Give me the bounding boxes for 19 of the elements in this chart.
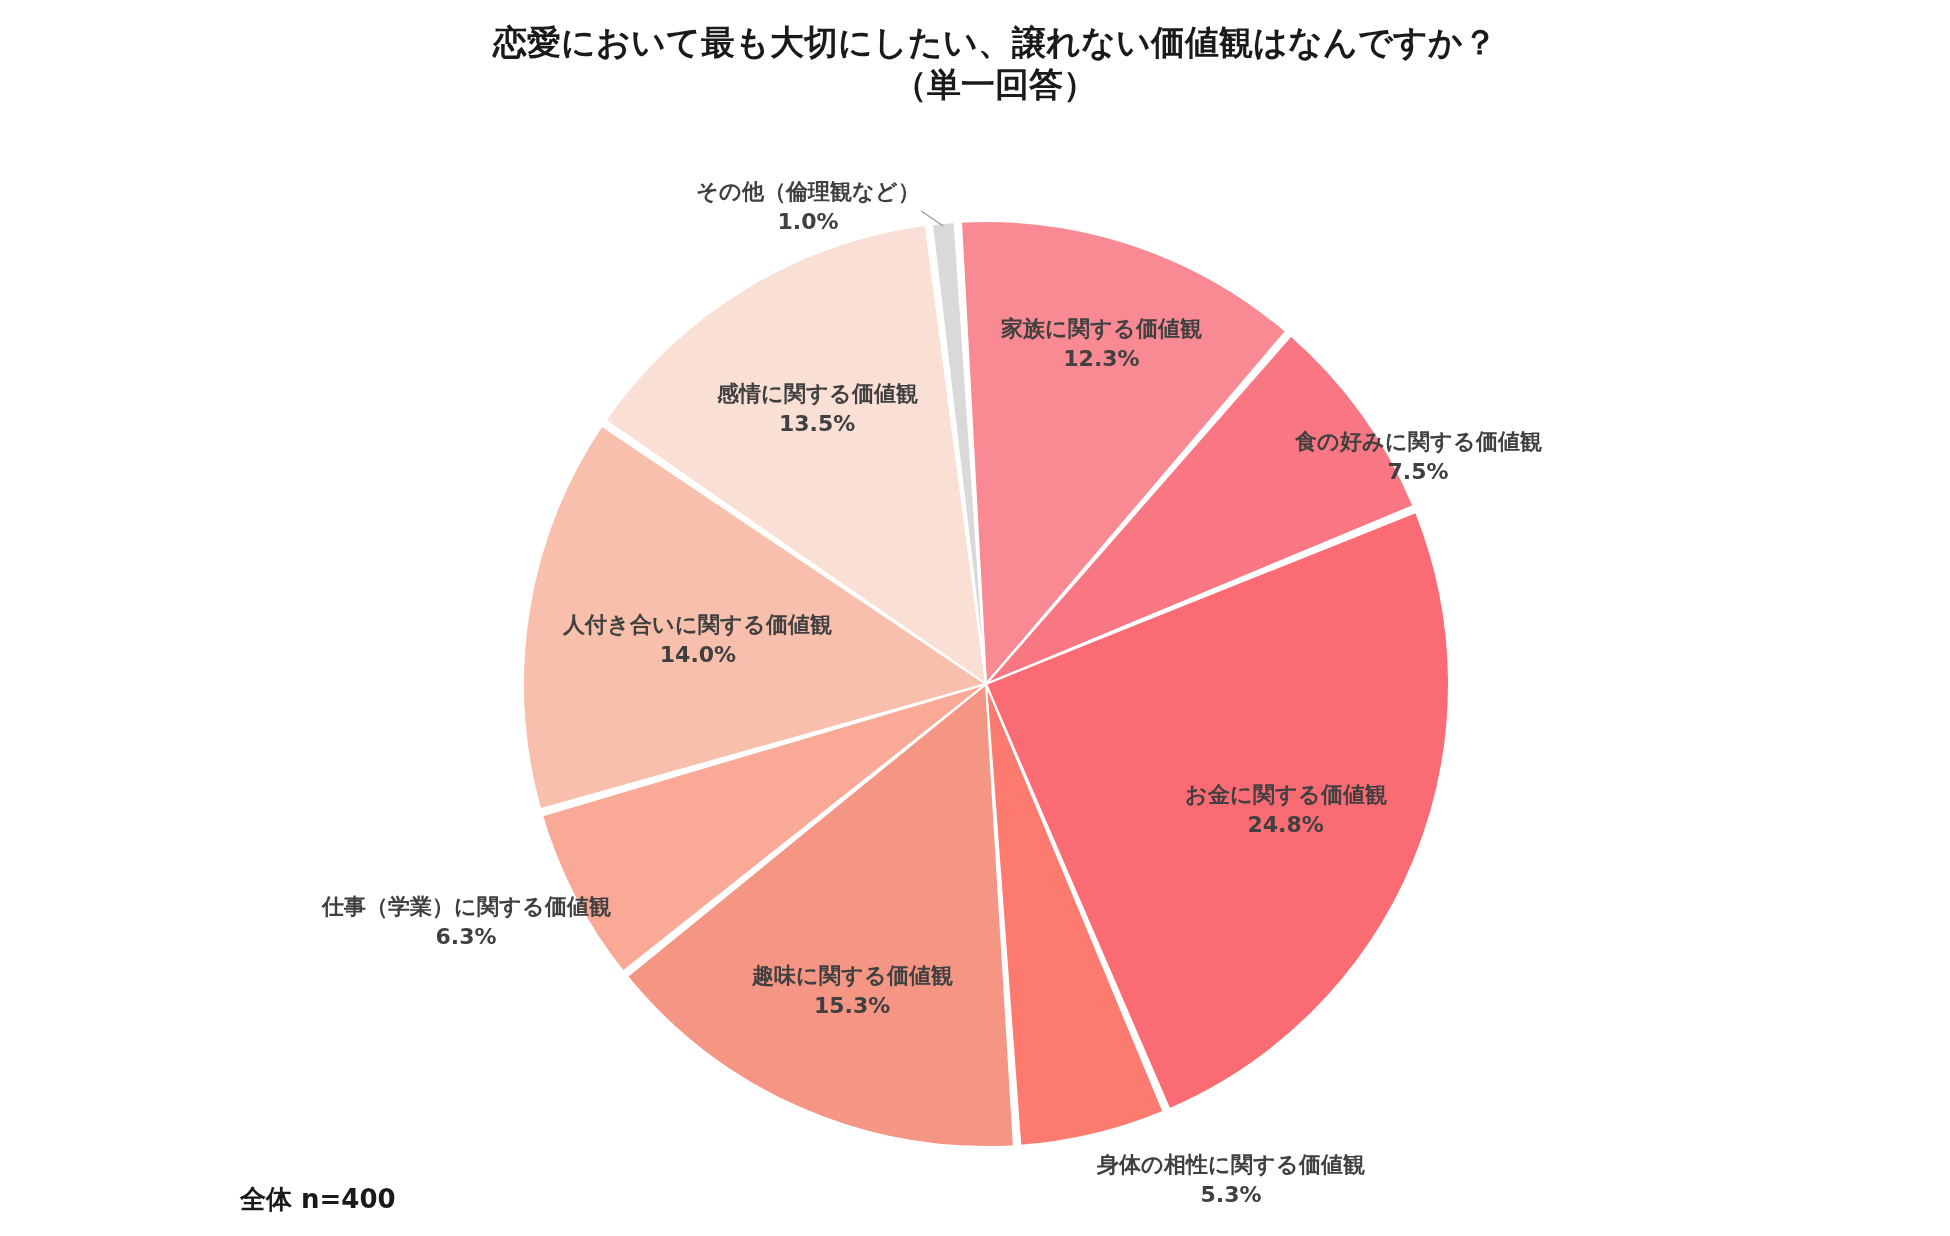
- slice-label: 人付き合いに関する価値観: [562, 611, 833, 637]
- chart-title: 恋愛において最も大切にしたい、譲れない価値観はなんですか？: [492, 22, 1497, 62]
- data-label: 14.0%: [659, 641, 737, 667]
- slice-label: その他（倫理観など）: [696, 179, 920, 204]
- slice-label: 感情に関する価値観: [715, 381, 918, 407]
- slice-label: 仕事（学業）に関する価値観: [320, 894, 611, 919]
- data-label: 24.8%: [1247, 811, 1324, 837]
- slice-label: お金に関する価値観: [1184, 781, 1387, 807]
- chart-subtitle: （単一回答）: [893, 64, 1097, 104]
- data-label: 13.5%: [779, 411, 856, 437]
- data-label: 1.0%: [777, 209, 839, 234]
- text: 全体 n=400: [239, 1184, 396, 1214]
- data-label: 12.3%: [1063, 345, 1140, 371]
- slice-label: 趣味に関する価値観: [750, 963, 953, 989]
- data-label: 15.3%: [813, 993, 891, 1019]
- slice-label: 家族に関する価値観: [999, 315, 1202, 341]
- slice-label: 身体の相性に関する価値観: [1096, 1152, 1365, 1177]
- data-label: 6.3%: [435, 924, 497, 949]
- data-label: 5.3%: [1200, 1182, 1262, 1207]
